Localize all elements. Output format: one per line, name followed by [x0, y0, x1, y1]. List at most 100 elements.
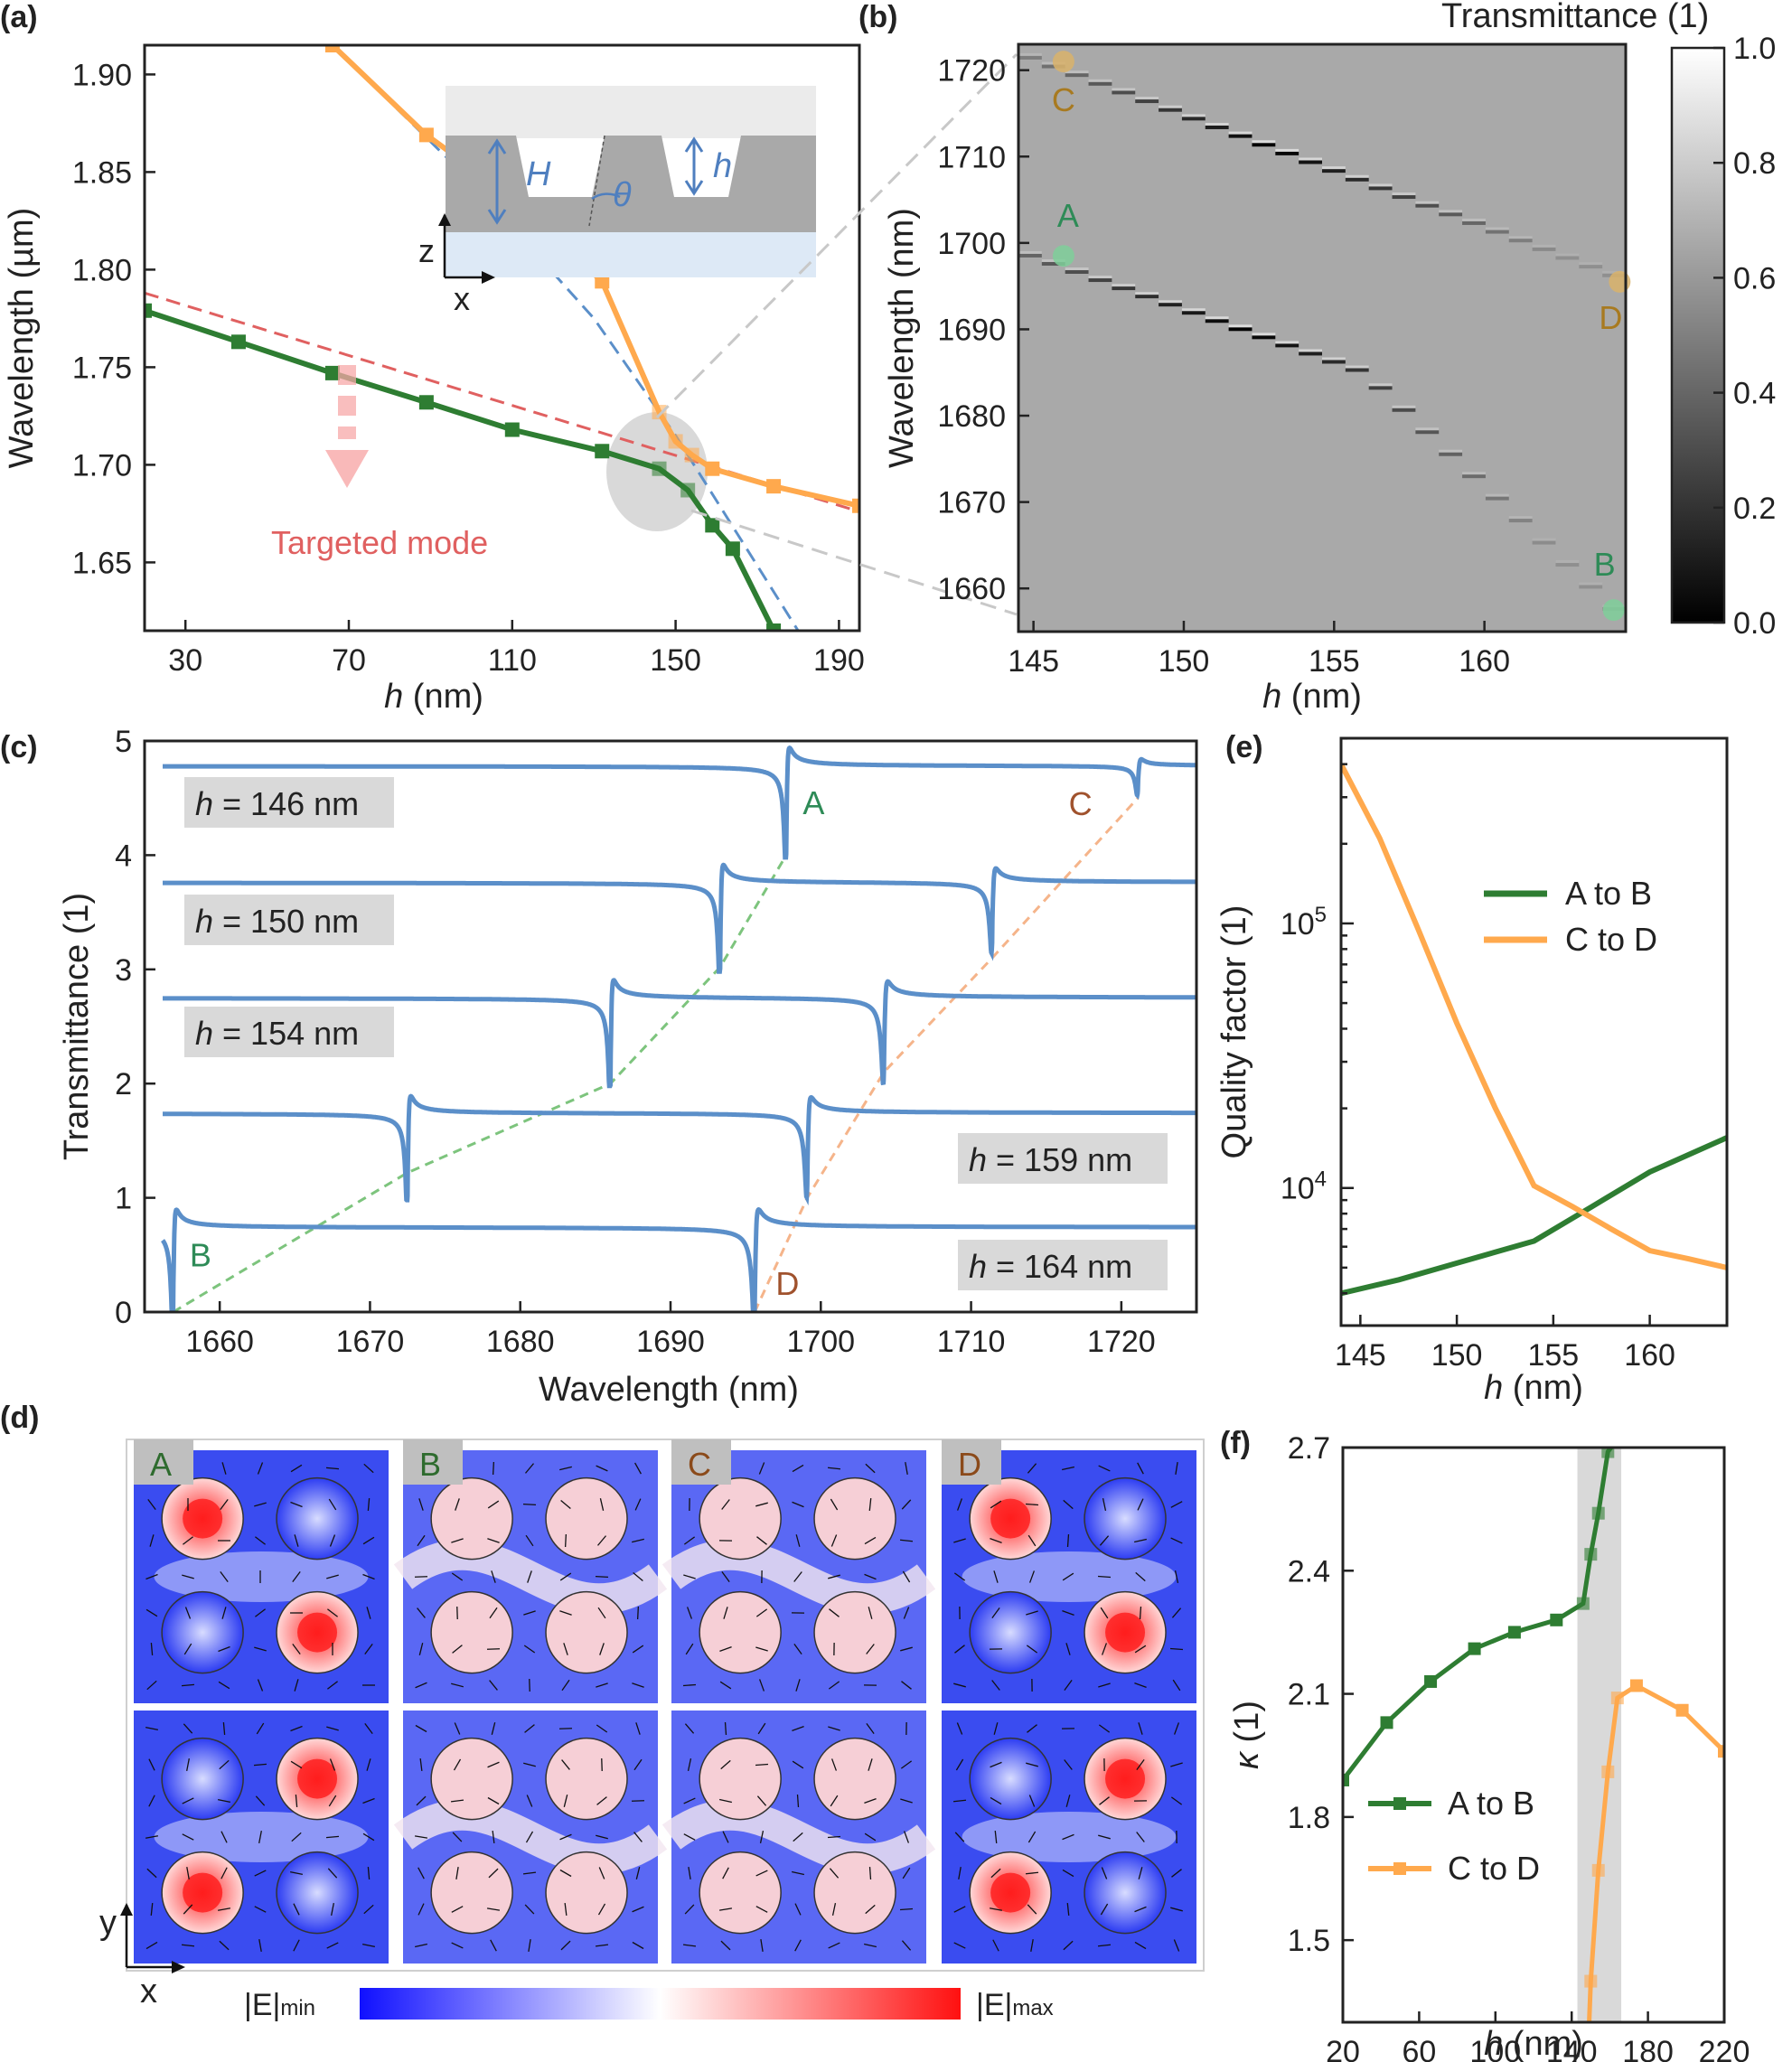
field-arrow: [634, 1462, 642, 1475]
field-arrow: [687, 1758, 692, 1771]
field-arrow: [686, 1607, 693, 1619]
heatmap-lower-seg-7: [1181, 311, 1206, 315]
field-arrow: [953, 1538, 966, 1543]
field-arrow: [866, 1722, 875, 1735]
field-arrow: [362, 1797, 375, 1804]
field-arrow: [793, 1832, 803, 1842]
field-arrow: [257, 1462, 264, 1475]
field-arrow: [994, 1830, 998, 1844]
field-arrow: [599, 1643, 605, 1655]
heatmap-lower-seg-2: [1065, 270, 1089, 275]
field-arrow: [327, 1868, 338, 1879]
field-label-A: A: [150, 1446, 172, 1483]
field-arrow: [492, 1461, 495, 1476]
field-arrow: [184, 1607, 192, 1619]
field-arrow: [1098, 1724, 1111, 1733]
field-arrow: [451, 1538, 464, 1543]
field-arrow: [417, 1534, 426, 1547]
field-arrow: [827, 1835, 841, 1839]
field-arrow: [864, 1573, 877, 1580]
field-arrow: [902, 1570, 911, 1583]
field-rod-2-0-0: [699, 1476, 782, 1561]
H-arrow-heads: [487, 138, 507, 225]
field-arrow: [989, 1907, 1003, 1911]
field-arrow: [633, 1832, 643, 1842]
field-arrow: [1062, 1869, 1074, 1878]
spectrum-3-line: [163, 1093, 1196, 1206]
field-arrow: [719, 1681, 732, 1690]
field-arrow: [256, 1722, 265, 1735]
panel-e-ylabel: Quality factor (1): [1215, 905, 1253, 1159]
panel-b-xlabel: h (nm): [1262, 678, 1362, 716]
field-arrow: [903, 1607, 910, 1619]
field-arrow: [901, 1499, 912, 1510]
field-arrow: [527, 1570, 532, 1583]
field-arrow: [953, 1906, 966, 1913]
a-xtick-label-0: 30: [168, 643, 202, 678]
field-arrow: [757, 1722, 766, 1735]
heatmap-upper-hi-18: [1439, 210, 1463, 213]
field-arrow: [597, 1903, 606, 1916]
field-rod-0-0-1: [276, 1476, 359, 1561]
h-arrow-heads: [684, 136, 704, 196]
field-arrow: [1134, 1682, 1147, 1689]
heatmap-lower-hi-15: [1368, 383, 1393, 387]
field-arrow: [990, 1500, 1002, 1509]
field-arrow: [1173, 1722, 1180, 1735]
panel-e-plot-area: [1341, 763, 1727, 1297]
field-arrow: [1025, 1503, 1039, 1506]
field-arrow: [830, 1758, 838, 1771]
heatmap-lower-hi-13: [1322, 357, 1346, 361]
field-arrow: [450, 1799, 464, 1803]
heatmap-lower-seg-0: [1018, 253, 1042, 258]
heatmap-upper-hi-20: [1485, 227, 1509, 230]
heatmap-lower-seg-12: [1299, 351, 1322, 356]
field-arrow: [1026, 1762, 1038, 1767]
field-tile-band-2-1: [661, 1799, 936, 1875]
heatmap-lower-seg-24: [1579, 585, 1603, 589]
field-arrow: [956, 1722, 963, 1735]
panel-f: (f) 20 60 100 140 180 220 1.5 1.8 2.1 2.4 2.7 h (n…: [1220, 1426, 1750, 2062]
heatmap-lower-hi-4: [1112, 284, 1136, 287]
field-arrow: [149, 1534, 155, 1547]
field-maps: A B C D: [134, 1439, 1196, 1964]
field-label-D: D: [958, 1446, 981, 1483]
field-arrow: [325, 1835, 340, 1839]
legend-f-ab-label: A to B: [1448, 1785, 1534, 1822]
a-xtick-label-4: 190: [813, 643, 865, 678]
field-arrow: [1136, 1832, 1145, 1842]
field-label-box-A: [134, 1439, 193, 1485]
field-arrow: [596, 1682, 608, 1688]
heatmap-lower-seg-16: [1392, 408, 1416, 412]
f-xtick-label-4: 180: [1622, 2035, 1674, 2062]
panel-e-legend: A to B C to D: [1484, 875, 1657, 958]
field-arrow: [1062, 1833, 1074, 1841]
field-arrow: [487, 1796, 500, 1805]
heatmap-upper-hi-13: [1322, 166, 1346, 170]
spectrum-point-D: D: [775, 1265, 799, 1302]
field-rod-1-0-0: [430, 1476, 513, 1561]
field-arrow: [1170, 1796, 1183, 1805]
f-xtick-label-0: 20: [1326, 2035, 1360, 2062]
field-arrow: [326, 1574, 339, 1579]
panel-c-axes: 1660 1670 1680 1690 1700 1710 1720 0 1 2 3 4 5: [115, 725, 1156, 1359]
spectrum-2-line: [163, 978, 1196, 1089]
field-arrow: [954, 1645, 965, 1654]
heatmap-lower-seg-22: [1532, 540, 1556, 545]
field-arrow: [328, 1795, 337, 1807]
field-arrow: [564, 1902, 568, 1917]
spectrum-4-line: [160, 1206, 1196, 1312]
heatmap-upper-seg-10: [1252, 143, 1276, 147]
field-arrow: [596, 1724, 608, 1733]
field-arrow: [721, 1499, 730, 1510]
field-arrow: [525, 1831, 534, 1843]
field-arrow: [792, 1760, 804, 1769]
field-arrow: [1098, 1834, 1111, 1840]
heatmap-upper-seg-21: [1508, 239, 1533, 243]
spectrum-3-label: h = 159 nm: [969, 1141, 1132, 1178]
colorbar-title: Transmittance (1): [1441, 0, 1709, 35]
field-arrow: [598, 1867, 605, 1879]
e-xtick-label-1: 150: [1431, 1338, 1483, 1373]
colorbar-tick-label-4: 0.2: [1733, 492, 1776, 526]
